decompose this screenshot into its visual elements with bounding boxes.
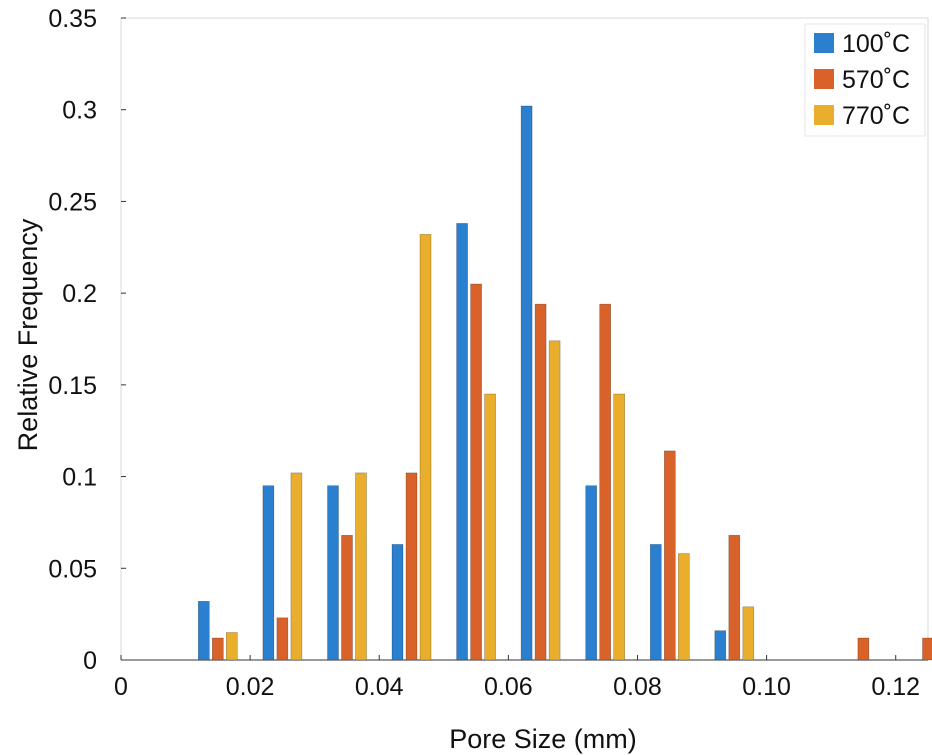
- bar-100C-bin-5: [520, 105, 533, 661]
- y-tick-label: 0.25: [48, 188, 97, 216]
- legend-label: 770˚C: [842, 102, 910, 130]
- y-axis-title: Relative Frequency: [13, 218, 43, 451]
- bar-100C-bin-0: [198, 600, 210, 661]
- y-tick-label: 0.2: [62, 280, 97, 308]
- bar-570C-bin-2: [341, 534, 353, 661]
- y-axis-ticks: 0 0.05 0.1 0.15 0.2 0.25 0.3 0.35: [48, 5, 126, 675]
- bar-570C-bin-6: [599, 303, 612, 661]
- bar-570C-bin-1: [276, 617, 289, 661]
- legend: 100˚C 570˚C 770˚C: [804, 23, 926, 137]
- x-tick-label: 0: [114, 673, 128, 701]
- bar-570C-bin-4: [470, 283, 482, 661]
- x-tick-label: 0.06: [484, 673, 533, 701]
- legend-swatch: [814, 105, 834, 125]
- bar-100C-bin-1: [262, 485, 275, 661]
- bar-100C-bin-4: [456, 223, 468, 661]
- y-tick-label: 0.15: [48, 372, 97, 400]
- bar-100C-bin-7: [649, 544, 662, 661]
- bar-770C-bin-6: [613, 393, 626, 661]
- bar-100C-bin-2: [327, 485, 339, 661]
- legend-label: 570˚C: [842, 66, 910, 94]
- bar-570C-bin-0: [212, 637, 224, 661]
- bar-770C-bin-1: [290, 472, 303, 661]
- bar-570C-bin-8: [728, 534, 741, 661]
- bar-770C-bin-5: [548, 340, 561, 661]
- x-tick-label: 0.12: [871, 673, 920, 701]
- y-tick-label: 0.05: [48, 555, 97, 583]
- legend-swatch: [814, 69, 834, 89]
- y-tick-label: 0.3: [62, 97, 97, 125]
- bar-100C-bin-6: [585, 485, 598, 661]
- bar-570C-bin-7: [663, 450, 676, 661]
- bar-layer: [198, 105, 932, 661]
- x-axis-ticks: 0 0.02 0.04 0.06 0.08 0.10 0.12: [114, 655, 920, 701]
- x-tick-label: 0.04: [355, 673, 404, 701]
- bar-570C-bin-10: [857, 637, 870, 661]
- bar-570C-bin-5: [534, 303, 547, 661]
- x-tick-label: 0.08: [613, 673, 662, 701]
- y-tick-label: 0.1: [62, 464, 97, 492]
- legend-label: 100˚C: [842, 30, 910, 58]
- bar-770C-bin-2: [355, 472, 367, 661]
- x-axis-title: Pore Size (mm): [449, 724, 637, 754]
- bar-770C-bin-7: [677, 553, 690, 661]
- bar-770C-bin-8: [742, 606, 755, 661]
- bar-100C-bin-8: [714, 630, 727, 661]
- legend-swatch: [814, 33, 834, 53]
- bar-770C-bin-0: [226, 632, 238, 661]
- y-tick-label: 0.35: [48, 5, 97, 33]
- bar-770C-bin-3: [419, 234, 432, 661]
- bar-570C-bin-3: [405, 472, 418, 661]
- bar-100C-bin-3: [391, 544, 404, 661]
- x-tick-label: 0.10: [742, 673, 791, 701]
- y-tick-label: 0: [83, 647, 97, 675]
- x-tick-label: 0.02: [226, 673, 275, 701]
- bar-770C-bin-4: [484, 393, 496, 661]
- bar-570C-bin-11: [922, 637, 932, 661]
